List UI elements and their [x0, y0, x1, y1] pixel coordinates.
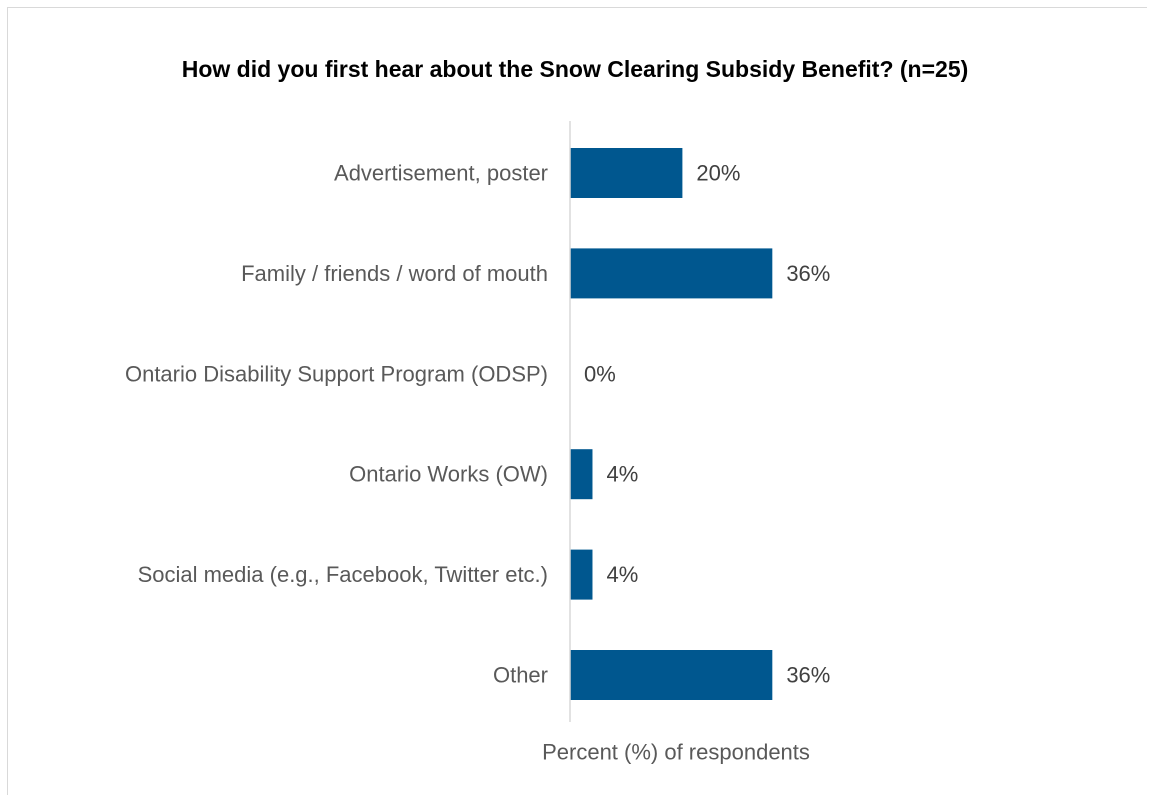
- x-axis-label: Percent (%) of respondents: [542, 740, 810, 765]
- category-label: Ontario Disability Support Program (ODSP…: [125, 361, 548, 386]
- category-label: Social media (e.g., Facebook, Twitter et…: [138, 562, 548, 587]
- data-label: 36%: [786, 261, 830, 286]
- bar: [570, 650, 773, 700]
- category-labels: Advertisement, poster Family / friends / …: [125, 161, 548, 688]
- category-label: Other: [493, 663, 548, 688]
- bar: [570, 148, 683, 198]
- data-labels: 20% 36% 0% 4% 4% 36%: [584, 161, 830, 688]
- data-label: 4%: [606, 462, 638, 487]
- data-label: 0%: [584, 361, 616, 386]
- category-label: Family / friends / word of mouth: [241, 261, 548, 286]
- bar: [570, 549, 593, 600]
- data-label: 36%: [786, 663, 830, 688]
- bars-group: [570, 148, 773, 700]
- data-label: 4%: [606, 562, 638, 587]
- chart-title: How did you first hear about the Snow Cl…: [181, 56, 969, 82]
- chart-frame: [7, 7, 1147, 795]
- bar: [570, 248, 773, 299]
- category-label: Ontario Works (OW): [349, 462, 548, 487]
- bar: [570, 449, 593, 500]
- category-label: Advertisement, poster: [334, 161, 548, 186]
- data-label: 20%: [696, 161, 740, 186]
